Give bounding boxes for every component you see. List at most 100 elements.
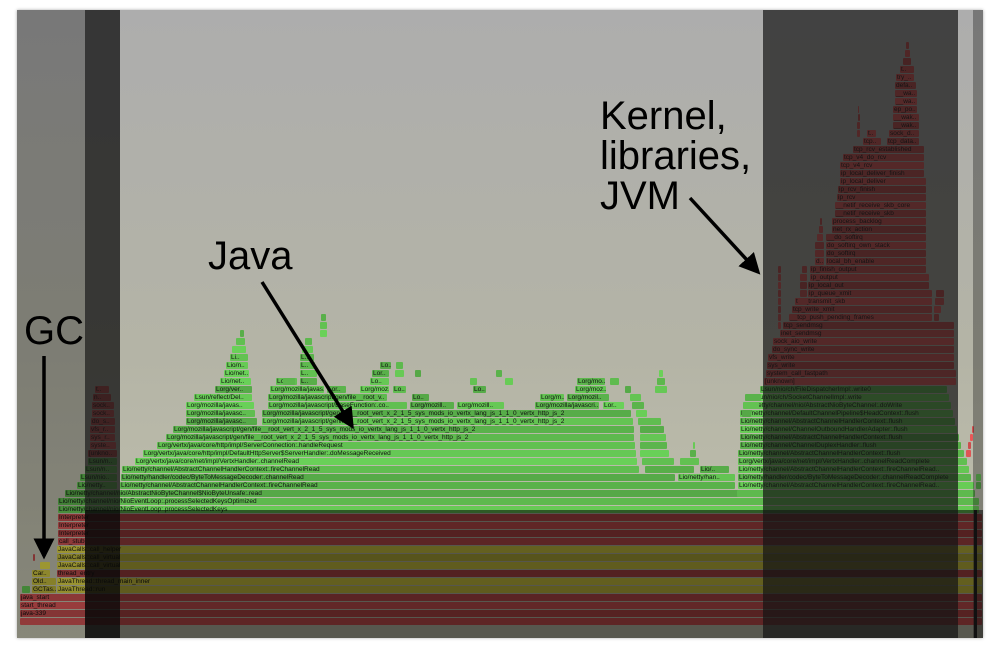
annotation-gc: GC	[24, 309, 84, 353]
flame-frame[interactable]: Lorg/mozilla/javasc..	[186, 418, 257, 425]
flame-frame[interactable]: Lio/netty/channel/AbstractChannelHandler…	[120, 482, 735, 489]
flame-frame-unlabeled[interactable]	[40, 562, 50, 569]
flame-frame-unlabeled[interactable]	[302, 346, 313, 353]
flame-frame[interactable]: Lio/n..	[226, 362, 248, 369]
flame-frame[interactable]: Lio/netty/handler/codec/ByteToMessageDec…	[121, 474, 675, 481]
flame-frame-unlabeled[interactable]	[744, 402, 759, 409]
flame-frame-unlabeled[interactable]	[240, 330, 244, 337]
flame-frame-unlabeled[interactable]	[680, 458, 699, 465]
flame-frame-unlabeled[interactable]	[236, 338, 245, 345]
flame-frame-unlabeled[interactable]	[640, 426, 664, 433]
flame-frame-unlabeled[interactable]	[632, 402, 644, 409]
flame-frame[interactable]: Lorg/vertx/java/core/http/impl/DefaultHt…	[143, 450, 636, 457]
flame-frame[interactable]: Lor..	[372, 370, 389, 377]
flame-frame[interactable]: Lorg/mozilla/javas..	[270, 386, 324, 393]
java-arrow-icon	[260, 281, 354, 429]
flame-frame-unlabeled[interactable]	[610, 378, 619, 385]
flame-frame[interactable]: Lio/netty/channel/AbstractChannelHandler…	[122, 466, 639, 473]
flame-frame-unlabeled[interactable]	[470, 378, 477, 385]
flame-frame[interactable]: L..	[300, 354, 314, 361]
flame-frame-unlabeled[interactable]	[630, 394, 641, 401]
flame-frame-unlabeled[interactable]	[968, 442, 971, 449]
flame-frame-unlabeled[interactable]	[970, 434, 973, 441]
flame-frame-unlabeled[interactable]	[742, 410, 751, 417]
flame-frame[interactable]: Lio/net..	[224, 370, 249, 377]
flame-frame-unlabeled[interactable]	[642, 458, 674, 465]
flame-frame-unlabeled[interactable]	[395, 370, 404, 377]
annotation-java: Java	[208, 234, 293, 278]
flame-frame-unlabeled[interactable]	[640, 434, 666, 441]
flame-frame[interactable]: Lio/net..	[220, 378, 251, 385]
flame-frame-unlabeled[interactable]	[505, 378, 513, 385]
flame-frame[interactable]: Lorg/mozilla/javascript/gen/file__root_v…	[173, 426, 634, 433]
flame-frame-unlabeled[interactable]	[657, 378, 665, 385]
flame-frame[interactable]: Lorg/mozilla/javasc..	[186, 410, 255, 417]
flame-frame[interactable]: Lorg/ver..	[215, 386, 252, 393]
flame-frame[interactable]: Lorg/mozilla/javascri..	[535, 402, 599, 409]
flame-frame[interactable]: L..	[300, 370, 317, 377]
flame-frame-unlabeled[interactable]	[690, 450, 696, 457]
flame-frame-unlabeled[interactable]	[638, 418, 661, 425]
flame-frame-unlabeled[interactable]	[22, 586, 30, 593]
flame-frame[interactable]: Lorg/vertx/java/core/http/impl/ServerCon…	[157, 442, 635, 449]
flame-frame[interactable]: Lorg/mozilla/javascript/gen/file__root_v…	[268, 394, 387, 401]
flame-frame-unlabeled[interactable]	[321, 314, 326, 321]
annotation-kernel: Kernel, libraries, JVM	[600, 96, 751, 216]
flame-frame-unlabeled[interactable]	[283, 378, 295, 385]
flame-frame[interactable]: Lio/netty/channel/nio/AbstractNioByteCha…	[65, 490, 975, 497]
flame-frame[interactable]: Lio/netty/channel/nio/NioEventLoop:.proc…	[58, 498, 979, 505]
flame-frame[interactable]: Lorg/mozil..	[567, 394, 609, 401]
flame-frame-unlabeled[interactable]	[655, 386, 667, 393]
flame-frame[interactable]: Lo..	[412, 394, 429, 401]
flame-frame-unlabeled[interactable]	[966, 450, 971, 457]
flame-frame[interactable]: Lorg/vertx/java/core/net/impl/VertxHandl…	[135, 458, 637, 465]
flame-frame[interactable]: Lio/netty/channel/nio/NioEventLoop:.proc…	[58, 506, 979, 513]
flame-frame[interactable]: Li..	[230, 354, 248, 361]
flame-frame[interactable]: Lorg/moz..	[575, 386, 606, 393]
flame-frame[interactable]: Lorg/mozilla/javascript/gen/file__root_v…	[262, 410, 631, 417]
flame-frame[interactable]: Old..	[32, 578, 56, 585]
flame-frame[interactable]: Lo..	[473, 386, 486, 393]
flame-frame[interactable]: Lorg/m..	[540, 394, 564, 401]
annotation-kernel-line: Kernel,	[600, 94, 727, 138]
flame-frame-unlabeled[interactable]	[320, 322, 327, 329]
flame-frame-unlabeled[interactable]	[976, 482, 981, 489]
flame-frame[interactable]: Lo..	[370, 378, 389, 385]
flame-frame[interactable]: Lio/..	[700, 466, 729, 473]
flame-frame[interactable]: Lor..	[327, 386, 346, 393]
flame-frame[interactable]: Lorg/mozilla/javascript/gen/file__root_v…	[262, 418, 633, 425]
flame-frame-unlabeled[interactable]	[232, 346, 246, 353]
flame-frame-unlabeled[interactable]	[645, 466, 694, 473]
flame-frame-unlabeled[interactable]	[415, 370, 421, 377]
flame-frame[interactable]: Lorg/mozill..	[457, 402, 504, 409]
flame-frame[interactable]: L..	[300, 378, 317, 385]
flame-frame-unlabeled[interactable]	[976, 474, 981, 481]
flame-frame[interactable]: Lio/netty/han..	[678, 474, 735, 481]
flame-frame[interactable]: GCTas..	[32, 586, 56, 593]
flame-frame[interactable]: Lorg/mozilla/javas..	[186, 402, 254, 409]
flame-frame-unlabeled[interactable]	[693, 442, 695, 449]
annotation-kernel-line: libraries,	[600, 134, 752, 178]
flame-frame-unlabeled[interactable]	[625, 386, 631, 393]
flame-frame-unlabeled[interactable]	[320, 330, 327, 337]
flame-frame[interactable]: Car..	[32, 570, 50, 577]
flame-frame-unlabeled[interactable]	[496, 370, 502, 377]
flame-frame-unlabeled[interactable]	[640, 450, 669, 457]
flame-frame-unlabeled[interactable]	[745, 394, 761, 401]
flame-frame[interactable]: Lorg/moz..	[360, 386, 389, 393]
flame-frame[interactable]: Lorg/mo..	[577, 378, 605, 385]
flame-frame-unlabeled[interactable]	[972, 426, 974, 433]
flame-frame[interactable]: Lsun/reflect/Del..	[194, 394, 252, 401]
flame-frame-unlabeled[interactable]	[396, 362, 403, 369]
flame-frame[interactable]: Lorg/mozilla/javascript/gen/file__root_v…	[166, 434, 634, 441]
flame-frame-unlabeled[interactable]	[659, 370, 663, 377]
flame-frame[interactable]: Lo..	[393, 386, 406, 393]
flame-frame-unlabeled[interactable]	[305, 338, 312, 345]
flame-frame-unlabeled[interactable]	[640, 442, 667, 449]
flame-frame[interactable]: Lor..	[603, 402, 624, 409]
flame-frame[interactable]: L..	[300, 362, 315, 369]
flame-frame[interactable]: Lo..	[380, 362, 391, 369]
kernel-arrow-icon	[688, 196, 761, 275]
flame-frame-unlabeled[interactable]	[636, 410, 647, 417]
flame-frame[interactable]: Lorg/mozill..	[410, 402, 454, 409]
